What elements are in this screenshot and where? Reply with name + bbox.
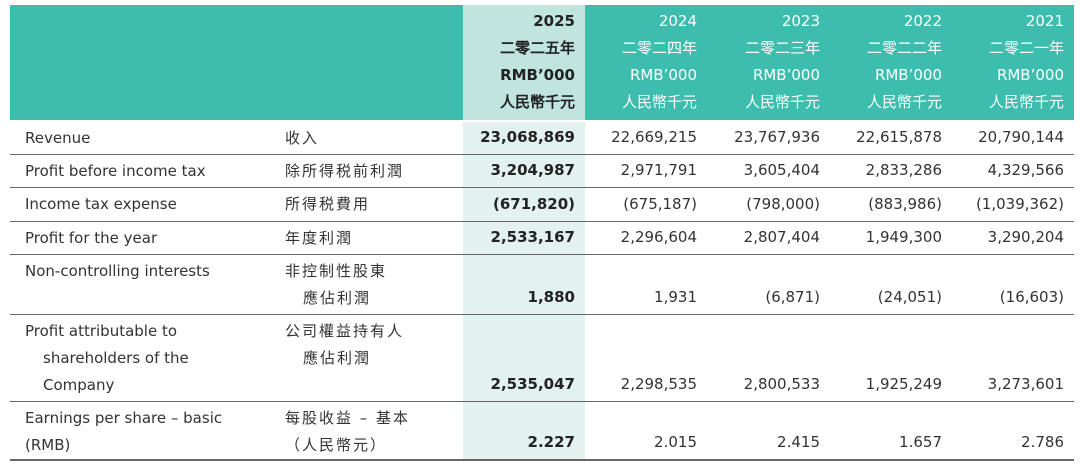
label-zh: 所得税費用 <box>285 195 371 213</box>
label-zh: 每股收益 – 基本 <box>285 409 411 427</box>
column-heading: 人民幣千元 <box>988 93 1064 111</box>
column-heading: 2025 <box>533 12 575 30</box>
label-zh: 應佔利潤 <box>303 349 372 367</box>
cell-value: (6,871) <box>765 288 820 306</box>
column-heading: RMB’000 <box>996 66 1064 84</box>
row-divider <box>10 221 1074 222</box>
cell-value: (671,820) <box>492 195 575 213</box>
column-heading: 2021 <box>1025 12 1064 30</box>
cell-value: 2,296,604 <box>620 228 697 246</box>
label-zh: 除所得税前利潤 <box>285 162 405 180</box>
cell-value: 2,535,047 <box>490 375 575 393</box>
row-divider <box>10 314 1074 315</box>
label-zh: （人民幣元） <box>285 436 388 454</box>
column-heading: 人民幣千元 <box>499 93 575 111</box>
label-en: Profit attributable to <box>25 322 178 340</box>
cell-value: (883,986) <box>868 195 942 213</box>
cell-value: (24,051) <box>877 288 942 306</box>
column-heading: RMB’000 <box>752 66 820 84</box>
row-divider <box>10 154 1074 155</box>
cell-value: 2,800,533 <box>743 375 820 393</box>
column-heading: 二零二五年 <box>499 39 575 57</box>
row-divider <box>10 459 1074 461</box>
label-en: shareholders of the <box>43 349 189 367</box>
cell-value: (1,039,362) <box>975 195 1064 213</box>
cell-value: 22,615,878 <box>856 128 942 146</box>
cell-value: 2.786 <box>1021 433 1064 451</box>
label-zh: 非控制性股東 <box>285 262 388 280</box>
column-heading: 二零二四年 <box>621 39 697 57</box>
column-heading: 人民幣千元 <box>744 93 820 111</box>
cell-value: 2.015 <box>654 433 697 451</box>
cell-value: 4,329,566 <box>987 161 1064 179</box>
label-en: Revenue <box>25 129 91 147</box>
label-zh: 應佔利潤 <box>303 289 372 307</box>
cell-value: 2,833,286 <box>865 161 942 179</box>
column-heading: 2023 <box>781 12 820 30</box>
cell-value: (16,603) <box>999 288 1064 306</box>
label-en: Profit for the year <box>25 229 158 247</box>
cell-value: 2.227 <box>527 433 575 451</box>
cell-value: 1,925,249 <box>865 375 942 393</box>
column-heading: 二零二三年 <box>744 39 820 57</box>
label-zh: 年度利潤 <box>285 229 354 247</box>
row-divider <box>10 254 1074 255</box>
column-heading: 二零二二年 <box>866 39 942 57</box>
cell-value: 22,669,215 <box>611 128 697 146</box>
cell-value: 1,931 <box>654 288 697 306</box>
cell-value: 23,767,936 <box>734 128 820 146</box>
label-en: Income tax expense <box>25 195 177 213</box>
cell-value: 2,807,404 <box>743 228 820 246</box>
cell-value: (798,000) <box>746 195 820 213</box>
cell-value: 3,605,404 <box>743 161 820 179</box>
highlight-column-body <box>463 122 585 460</box>
cell-value: 2,298,535 <box>620 375 697 393</box>
column-heading: 2022 <box>903 12 942 30</box>
label-en: (RMB) <box>25 436 71 454</box>
cell-value: 1,880 <box>527 288 575 306</box>
row-divider <box>10 401 1074 402</box>
cell-value: 2,971,791 <box>620 161 697 179</box>
highlight-column-header <box>463 5 585 120</box>
cell-value: 1.657 <box>899 433 942 451</box>
cell-value: 1,949,300 <box>865 228 942 246</box>
cell-value: 3,290,204 <box>987 228 1064 246</box>
cell-value: 3,273,601 <box>987 375 1064 393</box>
label-zh: 公司權益持有人 <box>285 322 405 340</box>
cell-value: 3,204,987 <box>490 161 575 179</box>
column-heading: 二零二一年 <box>988 39 1064 57</box>
label-en: Company <box>43 376 115 394</box>
column-heading: RMB’000 <box>500 66 575 84</box>
column-heading: 2024 <box>658 12 697 30</box>
cell-value: 2,533,167 <box>490 228 575 246</box>
label-en: Non-controlling interests <box>25 262 210 280</box>
column-heading: RMB’000 <box>874 66 942 84</box>
label-en: Earnings per share – basic <box>25 409 223 427</box>
row-divider <box>10 187 1074 188</box>
column-heading: 人民幣千元 <box>866 93 942 111</box>
cell-value: 23,068,869 <box>480 128 575 146</box>
column-heading: RMB’000 <box>629 66 697 84</box>
cell-value: (675,187) <box>623 195 697 213</box>
label-zh: 收入 <box>285 129 320 147</box>
label-en: Profit before income tax <box>25 162 206 180</box>
cell-value: 20,790,144 <box>978 128 1064 146</box>
cell-value: 2.415 <box>777 433 820 451</box>
column-heading: 人民幣千元 <box>621 93 697 111</box>
